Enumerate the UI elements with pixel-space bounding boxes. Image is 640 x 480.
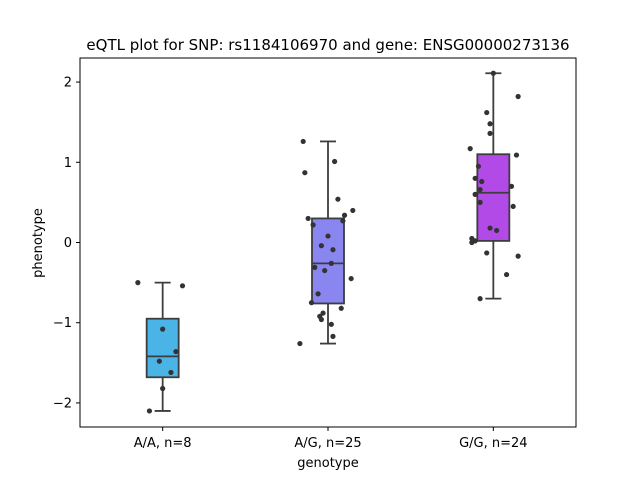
data-point xyxy=(494,227,500,234)
data-point xyxy=(297,340,303,347)
data-point xyxy=(330,333,336,339)
data-point xyxy=(179,283,186,289)
y-tick-label: 0 xyxy=(64,236,72,251)
data-point xyxy=(487,130,493,137)
box-group xyxy=(135,280,186,414)
data-point xyxy=(503,271,510,278)
data-point xyxy=(477,186,483,193)
data-point xyxy=(350,207,356,214)
data-point xyxy=(508,183,515,189)
data-point xyxy=(487,225,493,231)
box-iqr xyxy=(476,153,511,242)
data-point xyxy=(300,138,306,145)
data-point xyxy=(475,163,482,169)
x-axis-label: genotype xyxy=(297,456,358,471)
data-point xyxy=(335,196,341,202)
data-point xyxy=(310,222,316,228)
data-point xyxy=(484,250,490,256)
y-tick-label: 2 xyxy=(64,76,72,91)
data-point xyxy=(312,264,318,270)
data-point xyxy=(308,300,315,306)
y-tick-label: 1 xyxy=(64,156,72,171)
y-tick-label: −2 xyxy=(53,396,72,411)
data-point xyxy=(330,247,336,253)
y-axis: −2 −1 0 1 2 xyxy=(53,76,80,411)
data-point xyxy=(515,253,521,259)
data-point xyxy=(487,121,493,127)
x-tick-label: G/G, n=24 xyxy=(459,436,527,451)
data-point xyxy=(332,158,338,165)
data-point xyxy=(513,152,520,158)
data-point xyxy=(340,218,346,224)
data-point xyxy=(472,175,478,181)
data-point xyxy=(320,310,326,316)
data-point xyxy=(318,243,324,249)
plot-area xyxy=(135,70,521,414)
x-tick-label: A/A, n=8 xyxy=(134,436,192,451)
data-point xyxy=(156,358,162,364)
data-point xyxy=(160,385,166,392)
data-point xyxy=(160,326,166,332)
y-axis-label: phenotype xyxy=(31,208,46,278)
data-point xyxy=(328,321,334,327)
box-group xyxy=(467,70,521,302)
data-point xyxy=(469,239,475,246)
data-point xyxy=(484,109,490,116)
box-group xyxy=(297,138,356,347)
data-point xyxy=(490,70,496,76)
data-point xyxy=(472,191,478,197)
data-point xyxy=(477,296,483,302)
x-tick-label: A/G, n=25 xyxy=(294,436,361,451)
box-iqr xyxy=(311,217,345,305)
data-point xyxy=(477,199,483,205)
data-point xyxy=(479,178,485,185)
x-axis: A/A, n=8 A/G, n=25 G/G, n=24 xyxy=(134,427,528,451)
data-point xyxy=(322,267,328,274)
data-point xyxy=(146,408,153,414)
data-point xyxy=(510,203,516,210)
data-point xyxy=(328,260,334,266)
y-tick-label: −1 xyxy=(53,316,72,331)
data-point xyxy=(318,316,324,323)
data-point xyxy=(325,233,331,239)
data-point xyxy=(173,348,179,355)
data-point xyxy=(168,369,174,376)
data-point xyxy=(135,280,141,286)
chart-title: eQTL plot for SNP: rs1184106970 and gene… xyxy=(86,36,569,54)
data-point xyxy=(341,212,348,218)
data-point xyxy=(467,146,473,152)
data-point xyxy=(305,215,311,222)
data-point xyxy=(315,291,321,297)
data-point xyxy=(338,305,344,311)
data-point xyxy=(348,275,354,282)
data-point xyxy=(515,93,521,100)
data-point xyxy=(302,170,308,176)
